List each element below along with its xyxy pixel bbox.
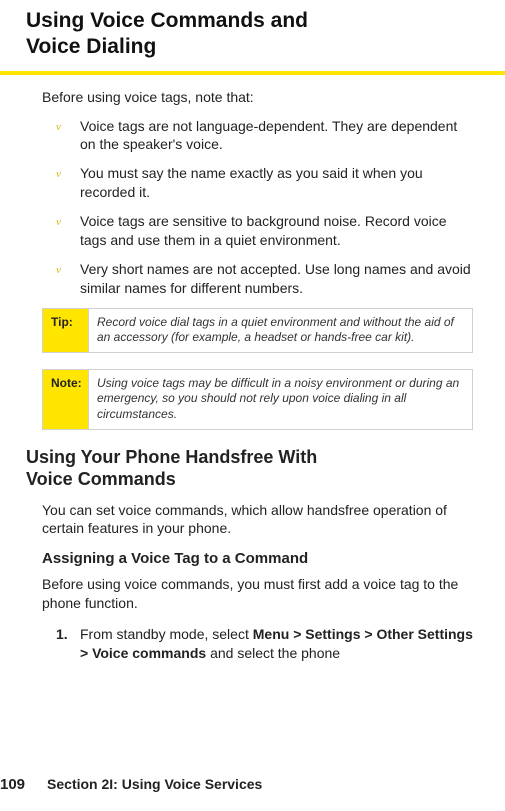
section-paragraph: You can set voice commands, which allow …	[42, 501, 473, 539]
bullet-marker: v	[56, 167, 61, 182]
tip-label: Tip:	[43, 309, 89, 352]
bullet-marker: v	[56, 263, 61, 278]
step-text-post: and select the phone	[206, 645, 340, 661]
section-heading: Using Your Phone Handsfree With Voice Co…	[26, 446, 479, 491]
h2-line-2: Voice Commands	[26, 469, 176, 489]
list-item: v Voice tags are sensitive to background…	[56, 212, 473, 250]
bullet-text: Voice tags are not language-dependent. T…	[80, 118, 457, 153]
list-item: v Voice tags are not language-dependent.…	[56, 117, 473, 155]
bullet-list: v Voice tags are not language-dependent.…	[56, 117, 473, 298]
bullet-text: Very short names are not accepted. Use l…	[80, 261, 471, 296]
list-item: v Very short names are not accepted. Use…	[56, 260, 473, 298]
list-item: 1. From standby mode, select Menu > Sett…	[56, 625, 473, 663]
title-line-1: Using Voice Commands and	[26, 9, 308, 32]
tip-callout: Tip: Record voice dial tags in a quiet e…	[42, 308, 473, 353]
step-number: 1.	[56, 625, 68, 644]
bullet-text: You must say the name exactly as you sai…	[80, 165, 423, 200]
note-callout: Note: Using voice tags may be difficult …	[42, 369, 473, 430]
tip-body: Record voice dial tags in a quiet enviro…	[89, 309, 472, 352]
page-number: 109	[0, 776, 25, 793]
title-line-2: Voice Dialing	[26, 35, 156, 58]
page-title: Using Voice Commands and Voice Dialing	[26, 8, 479, 61]
bullet-marker: v	[56, 215, 61, 230]
page-footer: 109 Section 2I: Using Voice Services	[0, 776, 262, 793]
title-rule	[0, 71, 505, 75]
bullet-marker: v	[56, 120, 61, 135]
h2-line-1: Using Your Phone Handsfree With	[26, 447, 317, 467]
note-label: Note:	[43, 370, 89, 429]
bullet-text: Voice tags are sensitive to background n…	[80, 213, 447, 248]
subsection-paragraph: Before using voice commands, you must fi…	[42, 575, 473, 613]
subsection-heading: Assigning a Voice Tag to a Command	[42, 550, 479, 567]
step-list: 1. From standby mode, select Menu > Sett…	[56, 625, 473, 663]
footer-section: Section 2I: Using Voice Services	[47, 776, 262, 792]
list-item: v You must say the name exactly as you s…	[56, 164, 473, 202]
intro-text: Before using voice tags, note that:	[42, 89, 479, 105]
note-body: Using voice tags may be difficult in a n…	[89, 370, 472, 429]
step-text-pre: From standby mode, select	[80, 626, 253, 642]
